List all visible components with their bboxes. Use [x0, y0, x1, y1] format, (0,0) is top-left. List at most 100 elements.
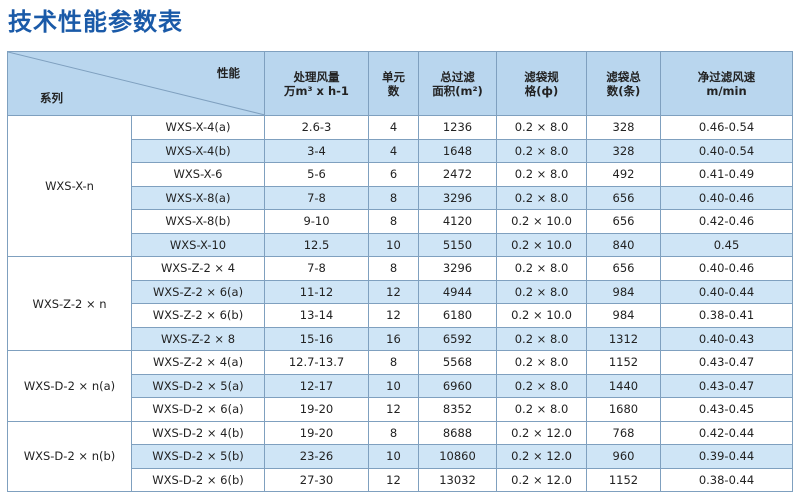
table-row: WXS-Z-2 × 8 15-16 16 6592 0.2 × 8.0 1312 0.40-…	[8, 326, 793, 351]
bag-count-cell: 656	[586, 185, 661, 210]
col-bag-spec-header: 滤袋规 格(ф)	[496, 51, 587, 116]
velocity-cell: 0.42-0.46	[660, 209, 793, 234]
table-row: WXS-D-2 × 6(a) 19-20 12 8352 0.2 × 8.0 1680 0.…	[8, 397, 793, 422]
area-cell: 1236	[418, 115, 497, 140]
bag-count-cell: 1152	[586, 350, 661, 375]
velocity-cell: 0.41-0.49	[660, 162, 793, 187]
model-cell: WXS-D-2 × 4(b)	[131, 420, 265, 445]
table-row: WXS-X-4(b) 3-4 4 1648 0.2 × 8.0 328 0.40-0.54	[8, 138, 793, 163]
series-cell: WXS-Z-2 × n	[7, 256, 132, 351]
model-cell: WXS-D-2 × 6(a)	[131, 397, 265, 422]
bag-count-cell: 656	[586, 256, 661, 281]
area-cell: 2472	[418, 162, 497, 187]
table-row: WXS-X-n WXS-X-4(a) 2.6-3 4 1236 0.2 × 8.0 328 0…	[7, 115, 793, 257]
velocity-cell: 0.45	[660, 232, 793, 257]
bag-spec-cell: 0.2 × 8.0	[496, 138, 587, 163]
model-cell: WXS-Z-2 × 6(b)	[131, 303, 265, 328]
airflow-cell: 12.7-13.7	[264, 350, 369, 375]
table-row: WXS-D-2 × 5(a) 12-17 10 6960 0.2 × 8.0 1440 0.…	[8, 373, 793, 398]
units-cell: 8	[368, 350, 419, 375]
model-cell: WXS-X-10	[131, 232, 265, 257]
velocity-cell: 0.38-0.41	[660, 303, 793, 328]
area-cell: 4120	[418, 209, 497, 234]
velocity-cell: 0.42-0.44	[660, 420, 793, 445]
airflow-cell: 7-8	[264, 185, 369, 210]
airflow-cell: 7-8	[264, 256, 369, 281]
area-cell: 6960	[418, 373, 497, 398]
model-cell: WXS-X-8(a)	[131, 185, 265, 210]
bag-count-cell: 328	[586, 138, 661, 163]
model-cell: WXS-Z-2 × 4	[131, 256, 265, 281]
bag-spec-cell: 0.2 × 10.0	[496, 303, 587, 328]
airflow-cell: 5-6	[264, 162, 369, 187]
series-cell: WXS-X-n	[7, 115, 132, 257]
units-cell: 10	[368, 232, 419, 257]
table-row: WXS-D-2 × n(b) WXS-D-2 × 4(b) 19-20 8 8688 0.…	[7, 420, 793, 492]
bag-count-cell: 328	[586, 115, 661, 140]
area-cell: 10860	[418, 444, 497, 469]
units-cell: 4	[368, 138, 419, 163]
table-row: WXS-Z-2 × n WXS-Z-2 × 4 7-8 8 3296 0.2 × 8.0 6…	[7, 256, 793, 351]
bag-spec-cell: 0.2 × 8.0	[496, 115, 587, 140]
spec-table: 性能 系列 处理风量 万m³ x h-1 单元 数 总过滤 面积(m²) 滤袋规…	[7, 51, 793, 492]
airflow-cell: 3-4	[264, 138, 369, 163]
bag-count-cell: 492	[586, 162, 661, 187]
bag-spec-cell: 0.2 × 10.0	[496, 209, 587, 234]
model-cell: WXS-Z-2 × 8	[131, 326, 265, 351]
airflow-cell: 13-14	[264, 303, 369, 328]
area-cell: 8688	[418, 420, 497, 445]
bag-spec-cell: 0.2 × 8.0	[496, 162, 587, 187]
bag-spec-cell: 0.2 × 8.0	[496, 185, 587, 210]
table-row: WXS-X-8(b) 9-10 8 4120 0.2 × 10.0 656 0.42-0.4…	[8, 209, 793, 234]
model-cell: WXS-X-6	[131, 162, 265, 187]
bag-spec-cell: 0.2 × 12.0	[496, 444, 587, 469]
airflow-cell: 12-17	[264, 373, 369, 398]
airflow-cell: 15-16	[264, 326, 369, 351]
corner-series-label: 系列	[40, 91, 63, 105]
bag-spec-cell: 0.2 × 12.0	[496, 420, 587, 445]
model-cell: WXS-X-4(b)	[131, 138, 265, 163]
area-cell: 6180	[418, 303, 497, 328]
table-row: WXS-X-10 12.5 10 5150 0.2 × 10.0 840 0.45	[8, 232, 793, 257]
bag-count-cell: 768	[586, 420, 661, 445]
series-cell: WXS-D-2 × n(b)	[7, 420, 132, 492]
area-cell: 8352	[418, 397, 497, 422]
bag-count-cell: 840	[586, 232, 661, 257]
spec-table-body: WXS-X-n WXS-X-4(a) 2.6-3 4 1236 0.2 × 8.0 328 0…	[7, 115, 793, 492]
airflow-cell: 23-26	[264, 444, 369, 469]
bag-count-cell: 1312	[586, 326, 661, 351]
bag-count-cell: 1680	[586, 397, 661, 422]
bag-spec-cell: 0.2 × 10.0	[496, 232, 587, 257]
table-row: WXS-D-2 × n(a) WXS-Z-2 × 4(a) 12.7-13.7 8 55…	[7, 350, 793, 422]
col-bag-count-header: 滤袋总 数(条)	[586, 51, 661, 116]
area-cell: 5568	[418, 350, 497, 375]
units-cell: 8	[368, 420, 419, 445]
velocity-cell: 0.40-0.54	[660, 138, 793, 163]
units-cell: 8	[368, 256, 419, 281]
velocity-cell: 0.40-0.43	[660, 326, 793, 351]
page-title: 技术性能参数表	[8, 8, 183, 36]
units-cell: 10	[368, 444, 419, 469]
area-cell: 5150	[418, 232, 497, 257]
col-area-header: 总过滤 面积(m²)	[418, 51, 497, 116]
bag-count-cell: 984	[586, 279, 661, 304]
velocity-cell: 0.40-0.46	[660, 185, 793, 210]
model-cell: WXS-D-2 × 5(a)	[131, 373, 265, 398]
model-cell: WXS-Z-2 × 4(a)	[131, 350, 265, 375]
units-cell: 4	[368, 115, 419, 140]
bag-spec-cell: 0.2 × 8.0	[496, 326, 587, 351]
corner-header: 性能 系列	[7, 51, 265, 116]
bag-count-cell: 1440	[586, 373, 661, 398]
velocity-cell: 0.43-0.45	[660, 397, 793, 422]
bag-count-cell: 656	[586, 209, 661, 234]
table-row: WXS-Z-2 × 6(a) 11-12 12 4944 0.2 × 8.0 984 0.4…	[8, 279, 793, 304]
model-cell: WXS-X-8(b)	[131, 209, 265, 234]
units-cell: 6	[368, 162, 419, 187]
velocity-cell: 0.43-0.47	[660, 373, 793, 398]
table-row: WXS-D-2 × 5(b) 23-26 10 10860 0.2 × 12.0 960 0…	[8, 444, 793, 469]
airflow-cell: 2.6-3	[264, 115, 369, 140]
units-cell: 12	[368, 303, 419, 328]
series-cell: WXS-D-2 × n(a)	[7, 350, 132, 422]
bag-spec-cell: 0.2 × 8.0	[496, 373, 587, 398]
model-cell: WXS-D-2 × 5(b)	[131, 444, 265, 469]
